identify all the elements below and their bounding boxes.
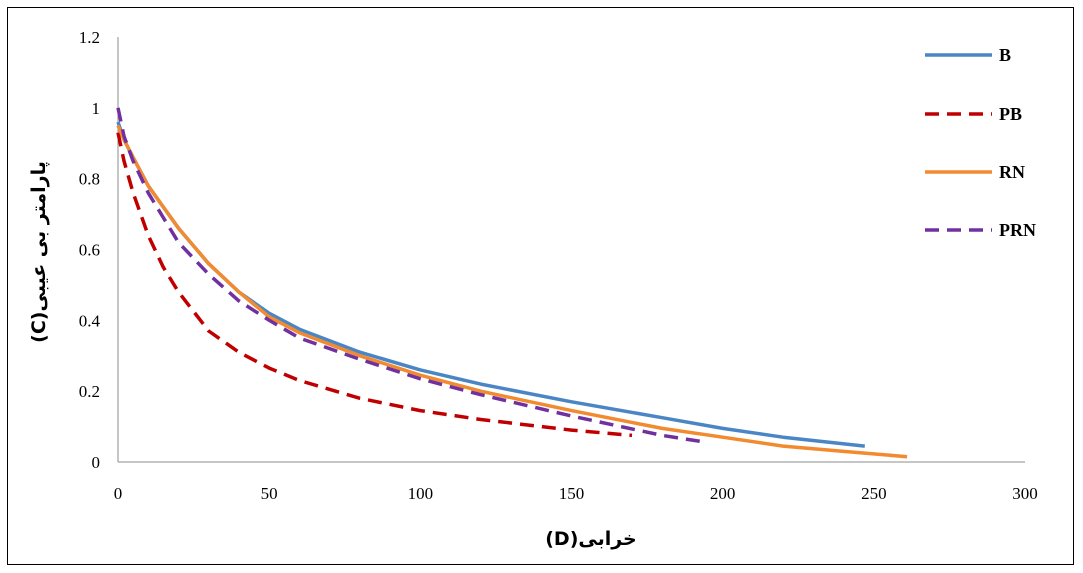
x-tick-label: 150 xyxy=(559,484,585,503)
legend-label-pb: PB xyxy=(999,104,1022,124)
series-line-pb xyxy=(116,132,633,438)
y-tick-label: 0 xyxy=(92,453,101,472)
y-axis-title: پارامتر بی عیبی(C) xyxy=(28,161,50,343)
y-tick-label: 0.8 xyxy=(79,170,100,189)
y-tick-label: 0.4 xyxy=(79,311,101,330)
x-tick-label: 200 xyxy=(710,484,736,503)
legend-label-prn: PRN xyxy=(999,220,1036,240)
legend-label-rn: RN xyxy=(999,162,1025,182)
legend-label-b: B xyxy=(999,45,1011,65)
y-tick-label: 1 xyxy=(92,99,101,118)
series-line-prn xyxy=(116,107,708,445)
x-tick-label: 50 xyxy=(261,484,278,503)
chart-frame xyxy=(7,7,1074,565)
x-tick-label: 250 xyxy=(861,484,887,503)
axes xyxy=(117,37,1025,463)
y-tick-label: 0.2 xyxy=(79,382,100,401)
x-axis-title: خرابی(D) xyxy=(545,528,637,550)
legend: B PB RN PRN xyxy=(925,45,1036,240)
x-tick-labels: 0 50 100 150 200 250 300 xyxy=(114,484,1038,503)
y-tick-label: 0.6 xyxy=(79,241,100,260)
series-line-rn xyxy=(116,124,908,459)
x-tick-label: 300 xyxy=(1012,484,1038,503)
x-tick-label: 100 xyxy=(408,484,434,503)
y-tick-label: 1.2 xyxy=(79,28,100,47)
series-lines xyxy=(116,107,908,459)
y-tick-labels: 0 0.2 0.4 0.6 0.8 1 1.2 xyxy=(79,28,101,472)
x-tick-label: 0 xyxy=(114,484,123,503)
